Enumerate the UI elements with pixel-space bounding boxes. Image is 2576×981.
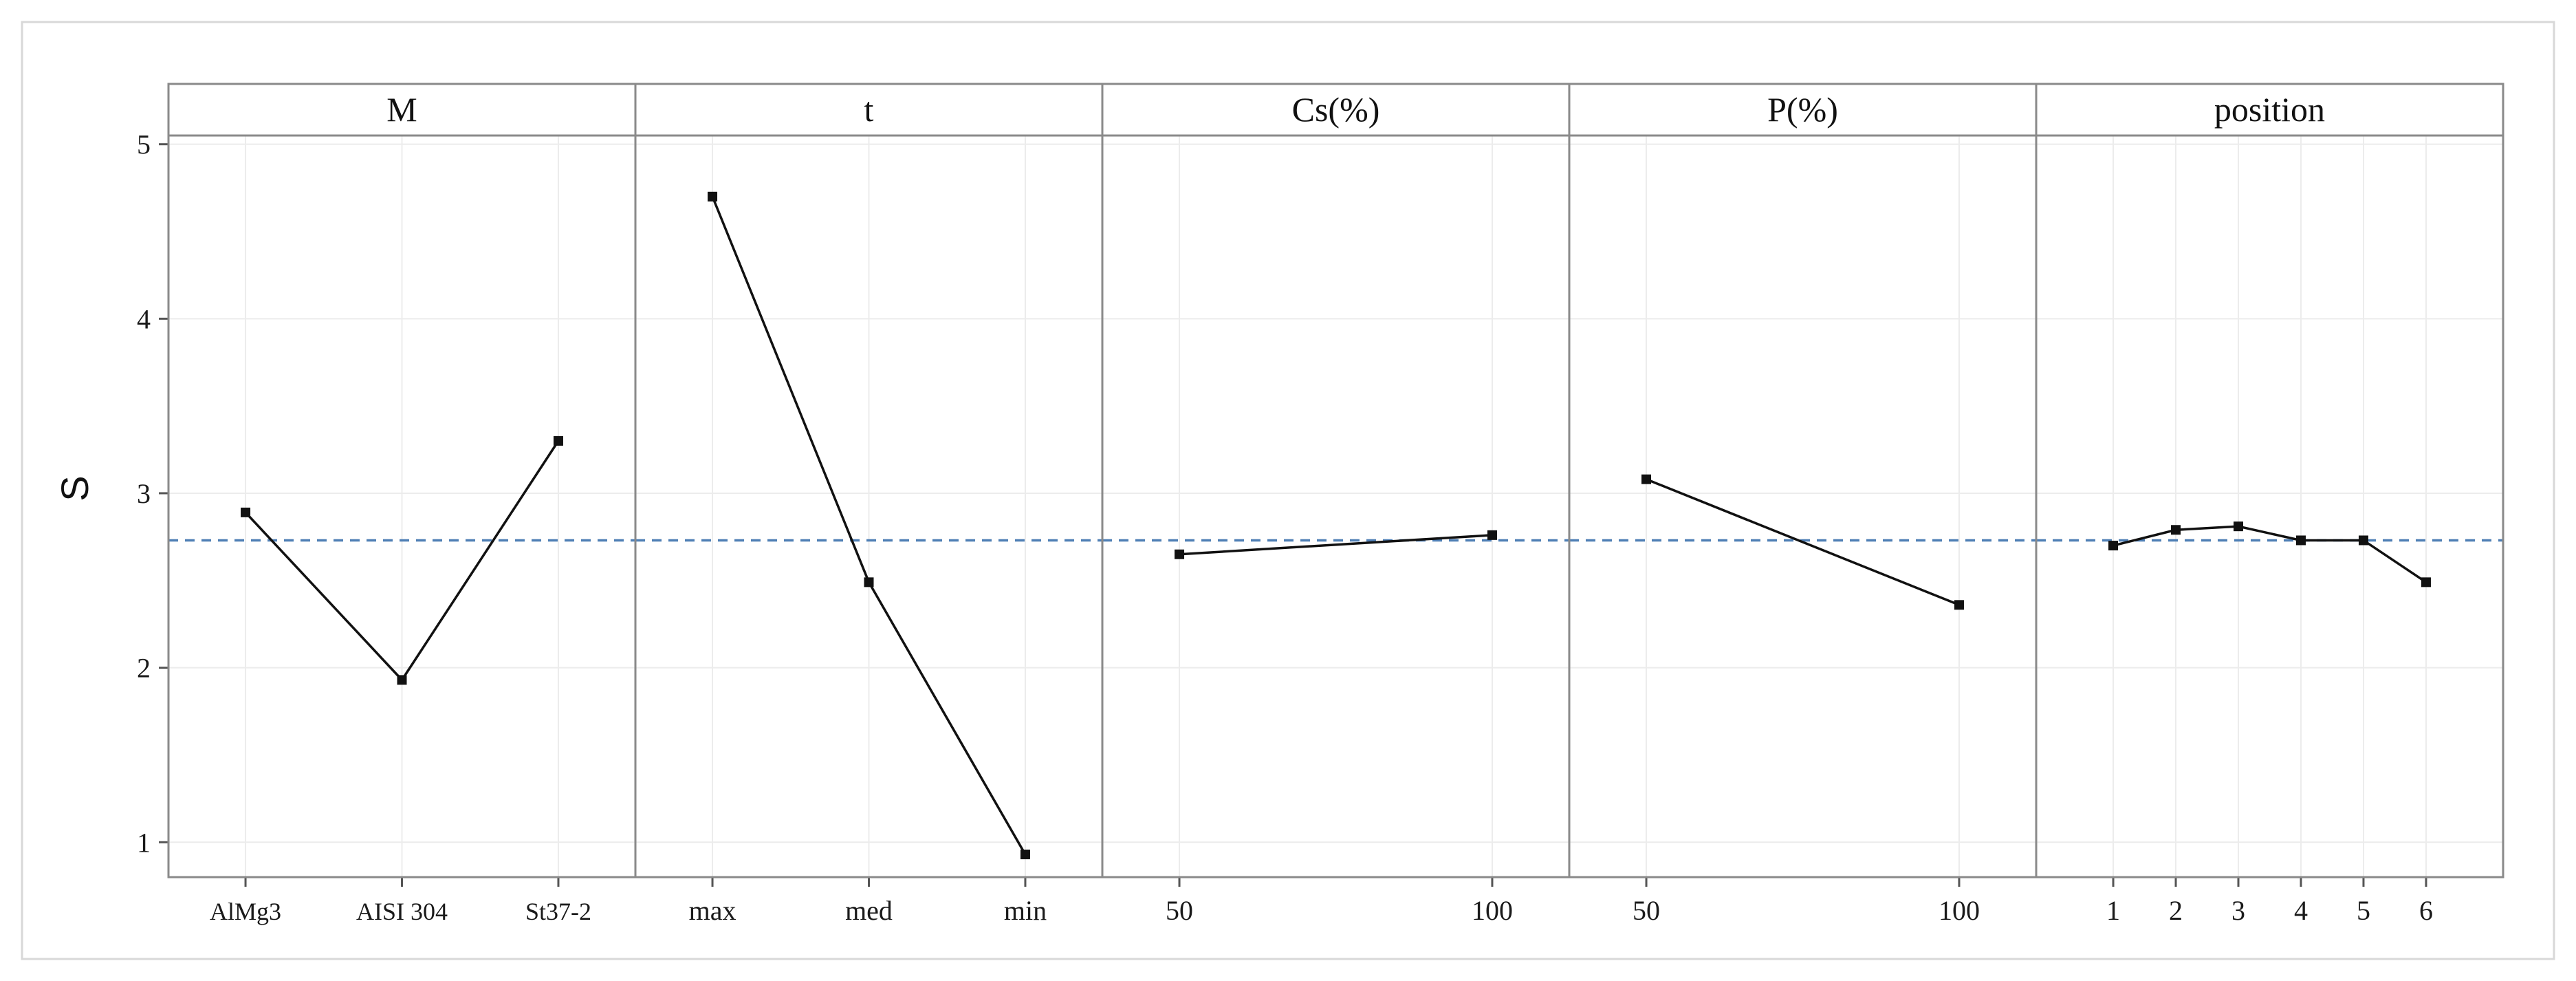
x-tick-label: 5 xyxy=(2357,895,2370,926)
data-point xyxy=(1954,600,1964,610)
panel-2: 50 100 Cs(%) xyxy=(1101,83,1571,926)
y-tick-label: 4 xyxy=(137,303,151,334)
x-tick-label: St37-2 xyxy=(525,898,591,925)
x-tick-label: min xyxy=(1004,895,1047,926)
panel-title: position xyxy=(2214,90,2325,129)
series-line-3 xyxy=(1646,478,1960,606)
x-tick-label: 2 xyxy=(2169,895,2183,926)
data-point xyxy=(1641,474,1652,484)
data-point xyxy=(241,507,251,517)
panel-4: 1 2 3 4 5 6 position xyxy=(2035,83,2504,926)
data-point xyxy=(1487,530,1497,540)
y-tick-label: 1 xyxy=(137,827,151,858)
y-axis-ticks: 1 2 3 4 5 xyxy=(137,129,168,858)
x-tick-label: max xyxy=(689,895,736,926)
data-point xyxy=(2295,535,2306,546)
x-tick-label: 100 xyxy=(1939,895,1980,926)
data-point xyxy=(2358,535,2368,546)
x-tick-label: 50 xyxy=(1166,895,1193,926)
x-tick-label: med xyxy=(845,895,893,926)
x-tick-label: 3 xyxy=(2231,895,2245,926)
series-line-4 xyxy=(2113,525,2427,583)
data-point xyxy=(553,435,563,446)
data-point xyxy=(397,675,407,685)
y-tick-label: 2 xyxy=(137,653,151,684)
x-tick-label: 100 xyxy=(1472,895,1513,926)
x-tick-label: 6 xyxy=(2419,895,2433,926)
data-point xyxy=(1020,850,1030,860)
data-point xyxy=(2108,541,2119,551)
chart-frame xyxy=(21,21,2555,960)
x-tick-label: 50 xyxy=(1633,895,1660,926)
x-tick-label: 4 xyxy=(2294,895,2308,926)
data-point xyxy=(708,191,718,202)
data-point xyxy=(2421,577,2431,587)
panel-title: M xyxy=(386,90,417,129)
x-tick-label: 1 xyxy=(2106,895,2120,926)
data-point xyxy=(2171,525,2181,535)
panel-title: t xyxy=(864,90,874,129)
series-line-2 xyxy=(1179,534,1493,556)
panel-3: 50 100 P(%) xyxy=(1568,83,2038,926)
data-point xyxy=(864,577,874,587)
panel-title: Cs(%) xyxy=(1292,90,1380,129)
y-tick-label: 3 xyxy=(137,478,151,509)
data-point xyxy=(2234,521,2244,532)
x-tick-label: AISI 304 xyxy=(356,898,448,925)
panel-title: P(%) xyxy=(1767,90,1838,129)
y-axis-label: S xyxy=(53,475,96,501)
y-tick-label: 5 xyxy=(137,129,151,160)
panel-border xyxy=(2035,83,2504,878)
x-tick-label: AlMg3 xyxy=(210,898,281,925)
data-point xyxy=(1175,549,1185,559)
